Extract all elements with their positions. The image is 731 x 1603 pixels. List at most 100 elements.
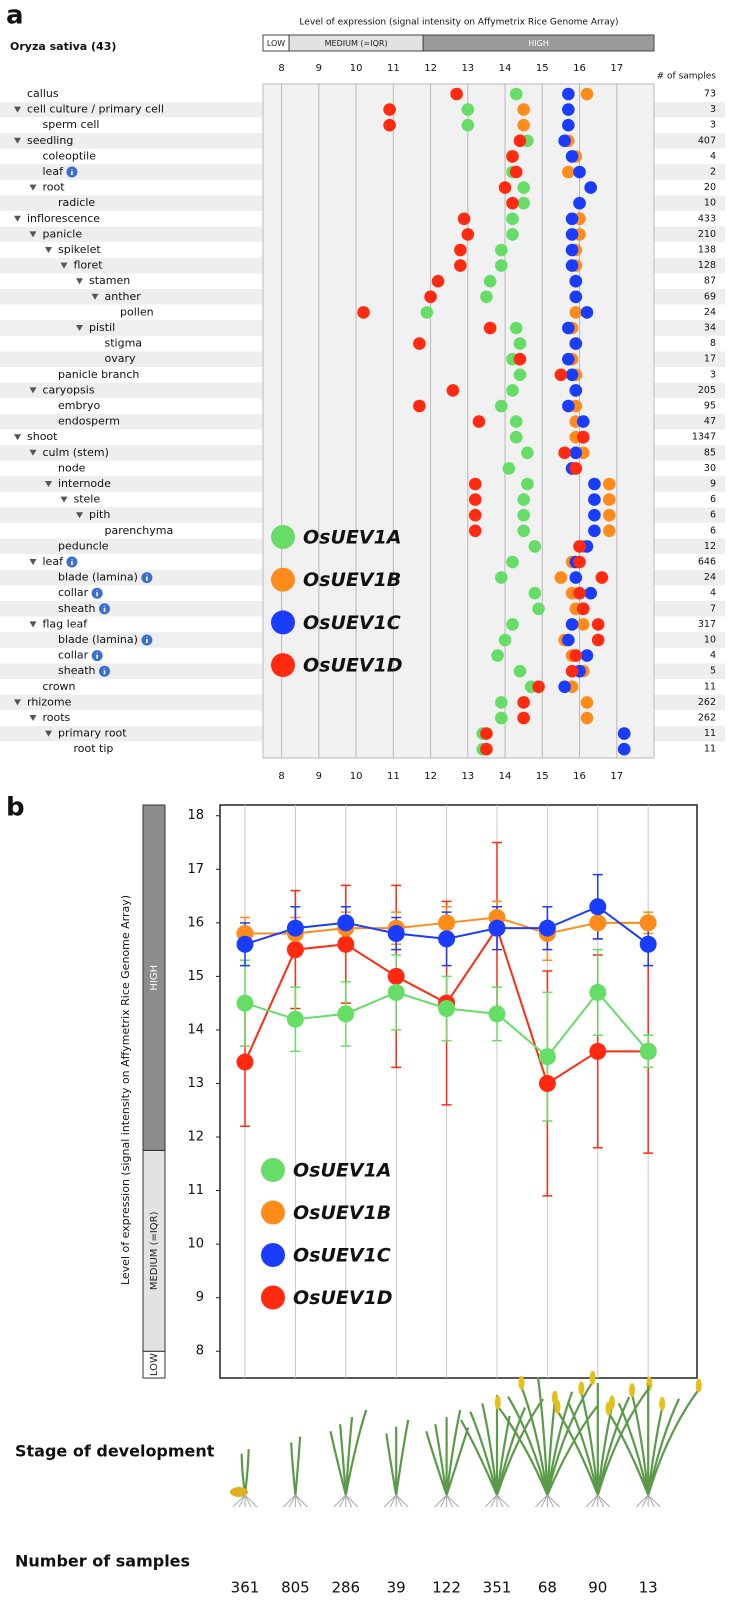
dot xyxy=(513,337,527,350)
point xyxy=(488,919,506,937)
dot xyxy=(569,649,583,662)
sample-count: 7 xyxy=(710,603,716,614)
row-stripe xyxy=(654,569,725,586)
dot xyxy=(495,711,508,725)
sample-count: 17 xyxy=(704,354,716,365)
dot xyxy=(446,384,460,397)
row-stripe xyxy=(0,226,263,243)
row-stripe xyxy=(654,413,725,430)
plant-root xyxy=(294,1494,302,1508)
expand-arrow xyxy=(60,496,68,503)
dot xyxy=(565,212,579,226)
dot xyxy=(565,664,579,678)
row-label: root xyxy=(43,181,66,194)
row-label: ovary xyxy=(105,352,137,365)
sample-count: 433 xyxy=(698,213,716,224)
row-label: node xyxy=(58,461,86,474)
dot xyxy=(562,103,575,116)
dot xyxy=(562,165,575,179)
y-tick-label: 12 xyxy=(187,1130,204,1145)
x-tick-label: 17 xyxy=(610,63,623,74)
dot xyxy=(532,602,545,616)
sample-count: 128 xyxy=(698,260,716,271)
plant-illustration xyxy=(283,1436,308,1508)
y-tick-label: 18 xyxy=(187,808,204,823)
plant-root xyxy=(496,1494,510,1508)
plant-root xyxy=(295,1494,308,1508)
sample-count: 34 xyxy=(704,323,716,334)
dot xyxy=(558,446,571,460)
legend-label: OsUEV1C xyxy=(293,1245,391,1267)
dot xyxy=(569,337,583,350)
dot xyxy=(554,368,568,382)
row-stripe xyxy=(0,257,263,274)
row-stripe xyxy=(654,601,725,617)
point xyxy=(236,994,254,1012)
sample-count: 87 xyxy=(704,276,716,287)
dot xyxy=(424,290,437,304)
expand-arrow xyxy=(76,278,83,285)
plant-blade xyxy=(395,1419,410,1496)
expand-arrow xyxy=(29,184,37,191)
plant-root xyxy=(496,1494,504,1508)
dot xyxy=(580,696,594,709)
dot xyxy=(565,618,579,631)
plant-illustration xyxy=(605,1378,702,1508)
x-tick-label: 8 xyxy=(278,63,284,74)
legend-label: OsUEV1A xyxy=(293,1160,392,1182)
sample-count: 68 xyxy=(538,1579,557,1597)
dot xyxy=(565,228,579,241)
point xyxy=(337,914,355,932)
x-tick-label: 16 xyxy=(573,771,586,782)
dot xyxy=(569,384,583,397)
point xyxy=(387,925,405,943)
level-band xyxy=(142,804,166,1151)
dot xyxy=(532,680,545,694)
legend-label: OsUEV1B xyxy=(303,569,401,591)
dot xyxy=(506,212,519,226)
plant-root xyxy=(345,1494,353,1508)
sample-count: 47 xyxy=(704,416,716,427)
point xyxy=(589,1042,607,1060)
dot xyxy=(603,493,616,506)
dot xyxy=(580,87,594,101)
point xyxy=(236,1053,254,1071)
plant-panicle xyxy=(554,1400,561,1414)
x-tick-label: 16 xyxy=(573,63,586,74)
dot xyxy=(517,508,530,522)
point xyxy=(438,930,456,948)
level-band xyxy=(422,34,655,52)
row-stripe xyxy=(654,164,725,180)
panel-label: a xyxy=(6,1,24,31)
plant-blade xyxy=(445,1427,470,1496)
sample-count: 30 xyxy=(704,463,716,474)
dot xyxy=(617,727,631,740)
dot xyxy=(562,399,575,413)
dot xyxy=(461,103,475,116)
plant-illustration xyxy=(230,1449,258,1508)
dot xyxy=(528,540,542,553)
plant-panicle xyxy=(589,1370,596,1385)
plant-root xyxy=(440,1494,448,1508)
stage-label: Stage of development xyxy=(15,1442,215,1461)
plant-blade xyxy=(596,1387,651,1496)
expand-arrow xyxy=(60,262,68,269)
dot xyxy=(562,118,575,132)
row-label: root tip xyxy=(74,742,114,755)
plant-blade xyxy=(481,1403,499,1496)
sample-count: 407 xyxy=(698,135,716,146)
sample-count: 3 xyxy=(710,120,716,131)
plant-root xyxy=(446,1494,454,1508)
dot xyxy=(576,602,590,616)
dot xyxy=(562,352,575,366)
dot xyxy=(461,118,475,132)
y-tick-label: 16 xyxy=(187,915,204,930)
x-tick-label: 11 xyxy=(387,63,400,74)
plant-root xyxy=(244,1494,252,1508)
row-stripe xyxy=(0,289,263,305)
dot xyxy=(565,150,579,163)
plant-root xyxy=(597,1494,605,1508)
x-tick-label: 15 xyxy=(536,63,549,74)
row-stripe xyxy=(654,289,725,305)
dot xyxy=(468,524,482,538)
